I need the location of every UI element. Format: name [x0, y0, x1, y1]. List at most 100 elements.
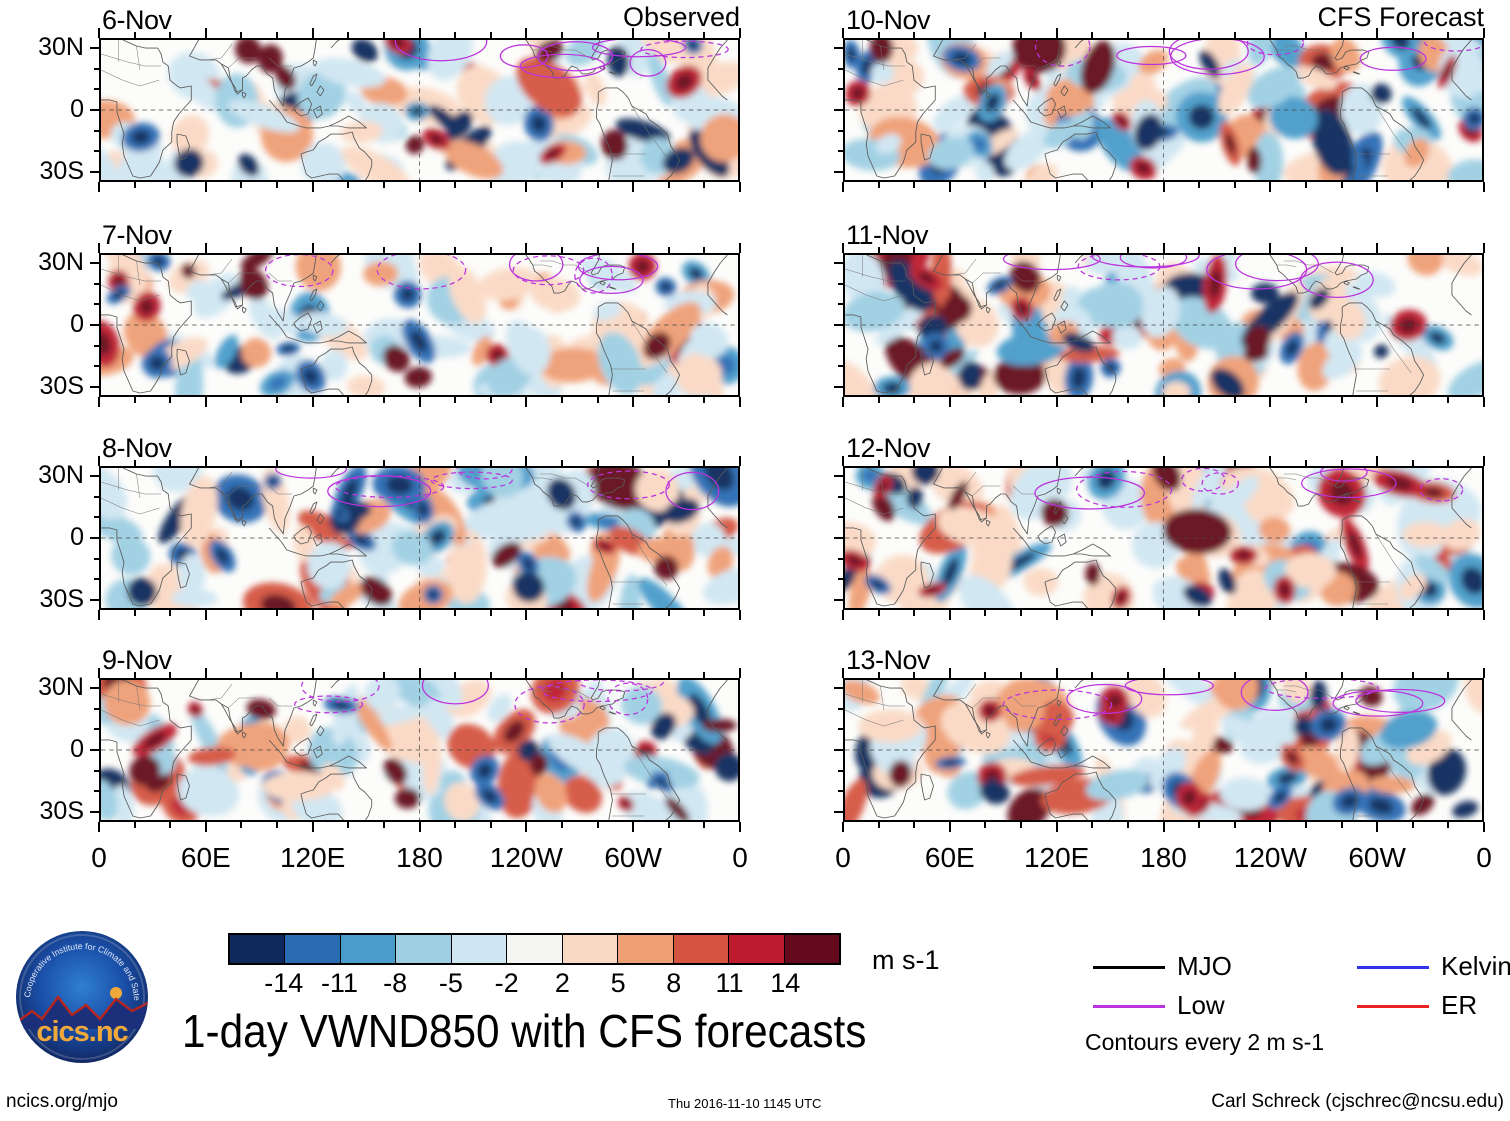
x-tick-minor [276, 460, 279, 466]
y-tick-minor [838, 769, 843, 772]
map-panel-forecast-2 [843, 466, 1484, 610]
y-axis-label: 30N [38, 461, 84, 490]
x-tick-minor [489, 610, 492, 616]
x-tick-minor [560, 32, 563, 38]
panel-date-label: 12-Nov [846, 433, 931, 463]
legend-line-er [1357, 1005, 1429, 1008]
x-tick [1162, 397, 1165, 407]
x-tick [1482, 822, 1485, 832]
x-tick [1055, 182, 1058, 192]
x-tick [98, 28, 100, 38]
x-tick [1055, 397, 1058, 407]
x-tick [1376, 182, 1379, 192]
x-tick-minor [1411, 247, 1414, 253]
x-tick [948, 182, 951, 192]
x-tick [418, 822, 421, 832]
map-field [845, 255, 1482, 395]
x-tick [632, 243, 635, 253]
x-tick-minor [667, 672, 670, 678]
x-tick-minor [596, 672, 599, 678]
x-tick-minor [276, 672, 279, 678]
colorbar-swatch [507, 935, 563, 963]
y-tick-minor [94, 728, 99, 731]
x-tick-minor [984, 397, 987, 403]
cics-nc-logo: Cooperative Institute for Climate and Sa… [16, 931, 148, 1063]
x-tick [525, 397, 528, 407]
x-tick [738, 28, 741, 38]
x-tick-minor [560, 247, 563, 253]
x-tick-minor [1233, 822, 1236, 828]
x-tick-minor [1020, 460, 1023, 466]
panel-date-label: 6-Nov [102, 5, 172, 35]
colorbar-tick-label: 8 [666, 968, 682, 998]
x-tick-minor [1411, 182, 1414, 188]
x-tick [418, 456, 421, 466]
colorbar-tick-label: -5 [438, 968, 463, 998]
x-tick-minor [347, 672, 350, 678]
y-tick [834, 598, 843, 601]
x-tick-minor [1411, 32, 1414, 38]
x-tick-minor [1447, 610, 1450, 616]
x-tick-minor [1304, 247, 1307, 253]
x-tick-minor [1304, 32, 1307, 38]
x-tick-minor [1198, 672, 1201, 678]
y-tick [90, 537, 99, 539]
x-tick [1269, 28, 1272, 38]
x-tick-minor [1020, 32, 1023, 38]
x-tick-minor [1020, 247, 1023, 253]
x-tick-minor [984, 672, 987, 678]
map-panel-observed-1 [99, 253, 740, 397]
x-axis-label: 120E [1023, 842, 1090, 873]
x-tick-minor [1411, 460, 1414, 466]
x-tick-minor [1233, 610, 1236, 616]
y-axis-label: 0 [70, 310, 84, 338]
x-tick [842, 668, 844, 678]
x-tick-minor [382, 610, 385, 616]
x-tick-minor [877, 247, 880, 253]
x-tick-minor [1126, 397, 1129, 403]
x-tick-minor [240, 32, 243, 38]
legend-line-mjo [1093, 966, 1165, 969]
x-tick [948, 28, 951, 38]
x-axis-label: 120W [489, 842, 563, 873]
x-tick-minor [1340, 610, 1343, 616]
y-tick-minor [838, 495, 843, 498]
x-tick [842, 397, 844, 407]
x-tick-minor [913, 610, 916, 616]
colorbar-tick-label: -14 [264, 968, 304, 998]
x-tick-minor [913, 32, 916, 38]
x-tick-minor [1126, 32, 1129, 38]
x-tick [1055, 243, 1058, 253]
legend-line-low [1093, 1005, 1165, 1008]
x-tick-minor [1340, 672, 1343, 678]
y-tick [90, 170, 99, 173]
y-tick [90, 385, 99, 388]
x-tick-minor [382, 822, 385, 828]
y-tick-minor [94, 557, 99, 560]
y-tick-minor [838, 790, 843, 793]
y-tick [90, 262, 99, 265]
x-tick-minor [667, 822, 670, 828]
y-tick-minor [94, 67, 99, 70]
x-tick [948, 397, 951, 407]
colorbar-tick-label: -11 [320, 968, 358, 998]
x-tick [948, 243, 951, 253]
x-tick [418, 610, 421, 620]
x-tick-minor [347, 460, 350, 466]
x-tick [525, 610, 528, 620]
x-tick [1482, 668, 1485, 678]
colorbar-units: m s-1 [872, 945, 940, 975]
x-axis-label: 60W [604, 842, 662, 873]
footer-site-link[interactable]: ncics.org/mjo [6, 1091, 118, 1112]
x-tick [1376, 28, 1379, 38]
x-tick [842, 610, 844, 620]
y-tick [90, 810, 99, 813]
x-tick [738, 243, 741, 253]
map-field [101, 255, 738, 395]
x-tick-minor [454, 460, 457, 466]
x-tick-minor [1447, 822, 1450, 828]
x-tick [1055, 456, 1058, 466]
map-panel-observed-3 [99, 678, 740, 822]
x-tick-minor [913, 822, 916, 828]
x-tick-minor [984, 247, 987, 253]
